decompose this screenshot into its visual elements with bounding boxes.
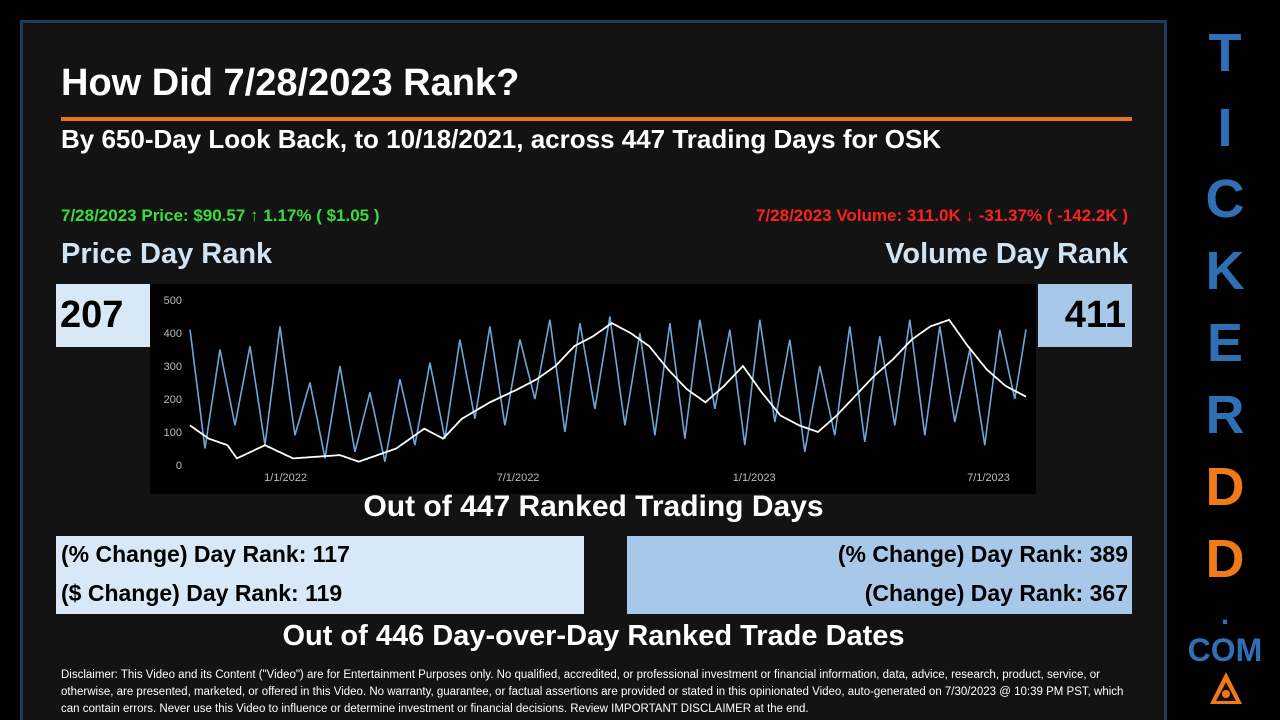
x-tick-label: 1/1/2022 xyxy=(264,472,307,484)
page-subtitle: By 650-Day Look Back, to 10/18/2021, acr… xyxy=(61,124,942,154)
brand-letter: E xyxy=(1206,313,1244,373)
price-rank-series-line xyxy=(189,318,1027,463)
brand-letter: D xyxy=(1205,457,1245,517)
volume-rank-label: Volume Day Rank xyxy=(885,238,1128,270)
volume-rank-value: 411 xyxy=(1038,284,1132,347)
brand-letter: C xyxy=(1205,169,1245,229)
y-tick-label: 300 xyxy=(164,361,182,373)
y-tick-label: 500 xyxy=(164,295,182,307)
volume-summary: 7/28/2023 Volume: 311.0K ↓ -31.37% ( -14… xyxy=(756,206,1128,225)
brand-dot: . xyxy=(1220,598,1230,631)
price-dollar-change-rank: ($ Change) Day Rank: 119 xyxy=(61,580,343,606)
brand-letter: I xyxy=(1217,98,1233,158)
volume-change-ranks: (% Change) Day Rank: 389 (Change) Day Ra… xyxy=(627,536,1132,614)
triangle-logo-icon xyxy=(1210,672,1242,704)
x-tick-label: 7/1/2023 xyxy=(967,472,1010,484)
brand-sidebar: T I C K E R D D . COM xyxy=(1180,20,1270,720)
page-title: How Did 7/28/2023 Rank? xyxy=(61,62,520,104)
y-tick-label: 200 xyxy=(164,394,182,406)
brand-com: COM xyxy=(1187,632,1263,668)
rank-line-chart: 0 100 200 300 400 500 1/1/2022 7/1/2022 1/1/2023… xyxy=(150,284,1036,494)
disclaimer-text: Disclaimer: This Video and its Content (… xyxy=(61,669,1124,715)
price-change-ranks: (% Change) Day Rank: 117 ($ Change) Day … xyxy=(56,536,584,614)
x-tick-label: 1/1/2023 xyxy=(733,472,776,484)
price-rank-value: 207 xyxy=(56,284,150,347)
price-rank-label: Price Day Rank xyxy=(61,238,273,270)
x-tick-label: 7/1/2022 xyxy=(497,472,540,484)
price-summary: 7/28/2023 Price: $90.57 ↑ 1.17% ( $1.05 … xyxy=(61,206,380,225)
y-tick-label: 400 xyxy=(164,328,182,340)
price-pct-change-rank: (% Change) Day Rank: 117 xyxy=(61,541,350,567)
brand-letter: R xyxy=(1205,385,1245,445)
volume-rank-series-line xyxy=(189,316,1027,462)
ranked-days-caption: Out of 447 Ranked Trading Days xyxy=(363,490,824,523)
y-tick-label: 0 xyxy=(176,460,182,472)
volume-pct-change-rank: (% Change) Day Rank: 389 xyxy=(837,541,1128,567)
volume-change-rank: (Change) Day Rank: 367 xyxy=(864,580,1128,606)
y-tick-label: 100 xyxy=(164,427,182,439)
brand-letter: D xyxy=(1205,529,1245,589)
title-divider xyxy=(61,117,1132,121)
dod-caption: Out of 446 Day-over-Day Ranked Trade Dat… xyxy=(282,620,905,652)
brand-letter: T xyxy=(1208,23,1242,83)
brand-letter: K xyxy=(1205,241,1245,301)
